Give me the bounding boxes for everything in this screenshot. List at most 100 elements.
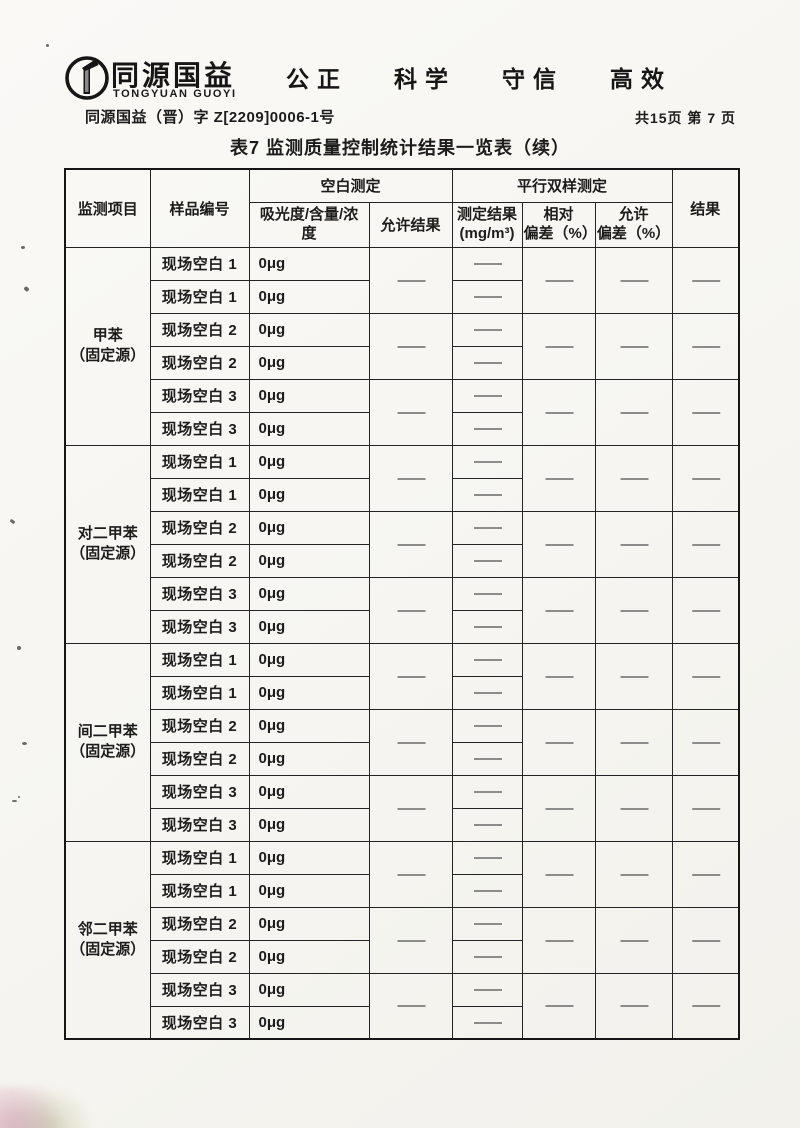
col-header-sample: 样品编号 xyxy=(149,168,250,248)
table-row: 现场空白 1 0μg —— xyxy=(65,873,739,908)
allowed-dev-dash: —— xyxy=(594,510,673,578)
item-source: （固定源） xyxy=(70,940,146,958)
table-row: 现场空白 3 0μg —— xyxy=(65,807,739,842)
item-source: （固定源） xyxy=(70,545,146,562)
table-row: 现场空白 3 0μg —— —— —— —— —— xyxy=(65,972,740,1040)
scan-speck xyxy=(21,246,25,249)
blank-value-cell: 0μg xyxy=(248,444,370,479)
measured-dash: —— xyxy=(451,279,523,314)
sample-id-cell: 现场空白 2 xyxy=(149,543,250,578)
sample-id-cell: 现场空白 3 xyxy=(149,411,250,446)
table-header-row: 监测项目 样品编号 空白测定 平行双样测定 结果 xyxy=(64,168,740,248)
item-name: 邻二甲苯 xyxy=(77,920,138,938)
scan-speck xyxy=(46,44,49,47)
table-row: 现场空白 2 0μg —— —— —— —— —— xyxy=(65,906,740,974)
sample-id-cell: 现场空白 3 xyxy=(149,609,250,644)
allowed-dev-dash: —— xyxy=(594,246,673,314)
result-dash: —— xyxy=(671,840,740,908)
blank-value-cell: 0μg xyxy=(248,312,370,347)
allowed-result-dash: —— xyxy=(368,642,453,710)
blank-value-cell: 0μg xyxy=(248,642,370,677)
brand-name: 同源国益 xyxy=(111,60,236,91)
col-header-allowed-result: 允许结果 xyxy=(368,201,453,248)
sample-id-cell: 现场空白 1 xyxy=(149,477,250,512)
relative-dev-dash: —— xyxy=(521,576,596,644)
sample-id-cell: 现场空白 3 xyxy=(149,807,250,842)
relative-dev-dash: —— xyxy=(521,312,596,380)
item-name: 对二甲苯 xyxy=(77,524,138,542)
sample-id-cell: 现场空白 1 xyxy=(149,675,250,710)
measured-dash: —— xyxy=(451,510,523,545)
monitoring-item-cell: 邻二甲苯 （固定源） xyxy=(64,840,151,1040)
scan-speck xyxy=(12,800,17,802)
col-header-result: 结果 xyxy=(671,168,740,248)
table-row: 现场空白 3 0μg —— xyxy=(65,1005,739,1040)
table-row: 现场空白 2 0μg —— —— —— —— —— xyxy=(65,510,740,578)
table-row: 现场空白 1 0μg —— xyxy=(65,477,739,512)
table-row: 对二甲苯 （固定源） 现场空白 1 0μg —— —— —— —— —— xyxy=(64,444,740,644)
blank-value-cell: 0μg xyxy=(248,675,370,710)
result-dash: —— xyxy=(671,774,740,842)
table-row: 间二甲苯 （固定源） 现场空白 1 0μg —— —— —— —— —— xyxy=(64,642,740,842)
sample-id-cell: 现场空白 2 xyxy=(149,312,250,347)
blank-value-cell: 0μg xyxy=(248,609,370,644)
measured-dash: —— xyxy=(451,1005,523,1040)
allowed-result-dash: —— xyxy=(368,378,453,446)
sample-id-cell: 现场空白 1 xyxy=(149,279,250,314)
sample-id-cell: 现场空白 1 xyxy=(149,840,250,875)
blank-value-cell: 0μg xyxy=(248,1005,370,1040)
scan-speck xyxy=(18,796,20,798)
allowed-result-dash: —— xyxy=(368,246,453,314)
blank-value-cell: 0μg xyxy=(248,807,370,842)
scan-speck xyxy=(22,742,27,745)
item-name: 间二甲苯 xyxy=(77,722,138,740)
blank-value-cell: 0μg xyxy=(248,411,370,446)
blank-value-cell: 0μg xyxy=(248,873,370,908)
scan-speck xyxy=(23,285,30,293)
allowed-result-dash: —— xyxy=(368,576,453,644)
col-header-absorbance: 吸光度/含量/浓 度 xyxy=(248,201,370,248)
item-name: 甲苯 xyxy=(92,326,123,344)
item-source: （固定源） xyxy=(70,347,146,364)
blank-value-cell: 0μg xyxy=(248,576,370,611)
sample-id-cell: 现场空白 2 xyxy=(149,906,250,941)
sample-id-cell: 现场空白 1 xyxy=(149,642,250,677)
allowed-dev-dash: —— xyxy=(594,708,673,776)
qc-results-table: 监测项目 样品编号 空白测定 平行双样测定 结果 吸光度/含量/浓 度 允许结果… xyxy=(64,168,741,1040)
table-row: 现场空白 3 0μg —— —— —— —— —— xyxy=(65,378,740,446)
blank-value-cell: 0μg xyxy=(248,708,370,743)
allowed-dev-dash: —— xyxy=(594,312,673,380)
table-row: 现场空白 2 0μg —— xyxy=(65,345,739,380)
result-dash: —— xyxy=(671,444,740,512)
relative-dev-dash: —— xyxy=(521,708,596,776)
allowed-dev-dash: —— xyxy=(594,642,673,710)
slogan-word: 守信 xyxy=(502,66,564,92)
measured-dash: —— xyxy=(451,906,523,941)
blank-value-cell: 0μg xyxy=(248,939,370,974)
scan-speck xyxy=(17,646,21,650)
slogan-word: 公正 xyxy=(286,66,348,92)
relative-dev-dash: —— xyxy=(521,642,596,710)
scan-speck xyxy=(9,518,16,525)
blank-value-cell: 0μg xyxy=(248,906,370,941)
result-dash: —— xyxy=(671,312,740,380)
col-header-relative-dev: 相对 偏差（%） xyxy=(521,201,596,248)
measured-dash: —— xyxy=(451,378,523,413)
blank-value-cell: 0μg xyxy=(248,510,370,545)
col-group-blank: 空白测定 xyxy=(248,168,453,203)
sample-id-cell: 现场空白 2 xyxy=(149,708,250,743)
sample-id-cell: 现场空白 2 xyxy=(149,741,250,776)
table-row: 现场空白 1 0μg —— xyxy=(65,279,739,314)
measured-dash: —— xyxy=(451,741,523,776)
sample-id-cell: 现场空白 3 xyxy=(149,774,250,809)
table-row: 现场空白 2 0μg —— —— —— —— —— xyxy=(65,312,740,380)
table-row: 邻二甲苯 （固定源） 现场空白 1 0μg —— —— —— —— —— xyxy=(64,840,740,1040)
allowed-result-dash: —— xyxy=(368,444,453,512)
result-dash: —— xyxy=(671,246,740,314)
sample-id-cell: 现场空白 3 xyxy=(149,576,250,611)
relative-dev-dash: —— xyxy=(521,972,596,1040)
allowed-dev-dash: —— xyxy=(594,774,673,842)
page-count: 共15页 第 7 页 xyxy=(634,110,736,126)
allowed-result-dash: —— xyxy=(368,312,453,380)
measured-dash: —— xyxy=(451,609,523,644)
